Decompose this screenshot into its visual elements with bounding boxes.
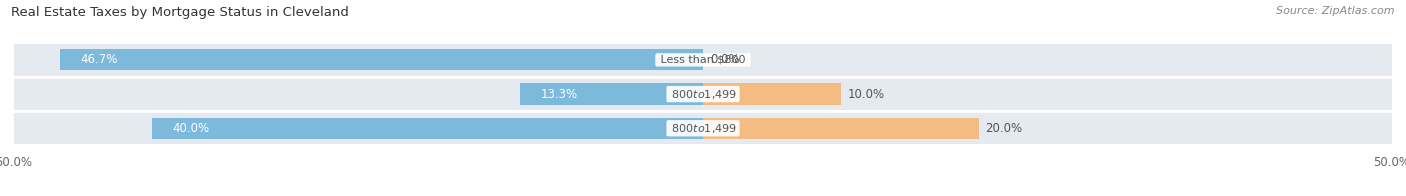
Bar (703, 112, 1392, 144)
Text: 13.3%: 13.3% (540, 88, 578, 101)
Text: $800 to $1,499: $800 to $1,499 (668, 88, 738, 101)
Bar (703, 83, 841, 105)
Bar (520, 83, 703, 105)
Bar (703, 78, 1392, 110)
Text: 46.7%: 46.7% (80, 53, 118, 66)
Text: 10.0%: 10.0% (848, 88, 884, 101)
Text: 40.0%: 40.0% (173, 122, 209, 135)
Text: Source: ZipAtlas.com: Source: ZipAtlas.com (1277, 6, 1395, 16)
Text: 0.0%: 0.0% (710, 53, 740, 66)
Bar (14, 78, 703, 110)
Bar (14, 44, 703, 76)
Bar (59, 49, 703, 71)
Bar (703, 118, 979, 139)
Bar (14, 112, 703, 144)
Text: 20.0%: 20.0% (986, 122, 1022, 135)
Text: $800 to $1,499: $800 to $1,499 (668, 122, 738, 135)
Bar (703, 44, 1392, 76)
Text: Real Estate Taxes by Mortgage Status in Cleveland: Real Estate Taxes by Mortgage Status in … (11, 6, 349, 19)
Bar (152, 118, 703, 139)
Text: Less than $800: Less than $800 (657, 55, 749, 65)
